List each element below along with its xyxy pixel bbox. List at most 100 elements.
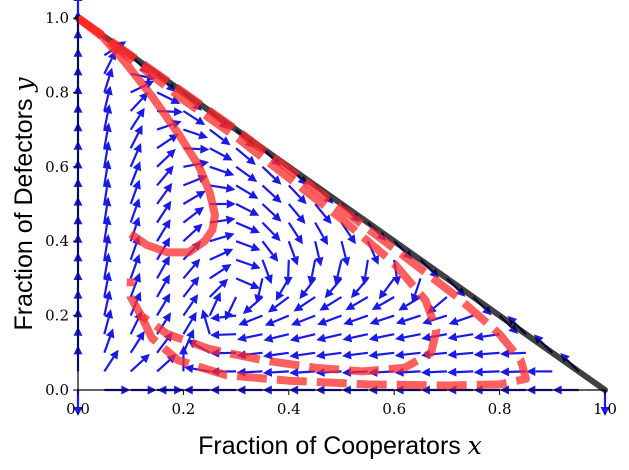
vector-arrow-shaft [235,165,251,178]
vector-arrow-shaft [156,359,171,373]
vector-arrow-shaft [261,203,276,217]
vector-arrow-shaft [129,206,138,223]
vector-arrow-head [473,367,483,377]
vector-arrow-shaft [203,317,211,335]
vector-arrow-head [200,144,210,154]
vector-arrow-head [249,225,260,234]
vector-arrow-shaft [287,240,296,258]
vector-arrow-head [314,256,324,267]
y-tick-label: 0.0 [45,381,69,399]
vector-arrow-head [162,312,172,323]
vector-arrow-shaft [377,351,395,356]
vector-arrow-head [370,254,379,265]
vector-arrow-head [262,367,273,377]
vector-arrow-head [271,231,281,242]
vector-arrow-shaft [482,370,500,374]
vector-arrow-head [526,366,536,376]
vector-arrow-head [195,116,206,126]
vector-arrow-shaft [298,333,316,340]
vector-arrow-head [242,304,253,315]
vector-arrow-shaft [482,351,500,356]
vector-arrow-shaft [129,114,141,131]
vector-arrow-shaft [298,314,316,323]
vector-arrow-shaft [209,251,226,261]
vector-arrow-shaft [208,299,218,317]
y-tick-label: 0.2 [45,307,69,325]
vector-arrow-shaft [103,58,113,75]
vector-arrow-head [161,237,171,248]
vector-arrow-shaft [156,171,169,187]
vector-arrow-shaft [182,228,197,243]
vector-arrow-shaft [456,351,474,356]
vector-arrow-head [200,309,210,320]
vector-arrow-head [263,333,274,343]
vector-arrow-head [198,130,209,140]
vector-arrow-head [161,293,171,304]
vector-arrow-head [342,333,353,343]
vector-arrow-head [133,291,142,302]
vector-arrow-shaft [209,235,227,243]
vector-arrow-head [343,316,354,326]
vector-arrow-head [136,107,145,118]
vector-arrow-head [368,350,378,360]
vector-arrow-shaft [182,110,199,122]
vector-arrow-shaft [336,259,343,277]
vector-arrow-shaft [378,296,395,307]
vector-arrow-head [163,182,173,193]
vector-arrow-shaft [182,264,196,280]
vector-arrow-shaft [300,296,316,308]
vector-arrow-head [237,333,247,343]
vector-arrow-head [161,255,170,266]
vector-arrow-head [271,175,282,185]
vector-arrow-shaft [129,262,138,279]
vector-arrow-head [315,350,326,360]
vector-arrow-shaft [235,203,252,213]
y-tick-label: 0.4 [45,232,69,250]
vector-arrow-head [533,334,544,344]
vector-arrow-head [395,332,405,342]
vector-arrow-shaft [287,222,299,238]
vector-arrow-head [324,288,334,299]
vector-arrow-head [269,252,279,262]
vector-arrow-shaft [326,296,343,307]
vector-arrow-head [360,275,370,286]
vector-arrow-head [560,353,570,363]
vector-arrow-head [410,293,420,304]
vector-arrow-head [225,183,236,193]
vector-arrow-shaft [156,137,172,150]
x-axis-label: Fraction of Cooperators x [198,431,482,460]
vector-arrow-head [102,122,112,133]
x-axis-label-text: Fraction of Cooperators [198,432,461,460]
vector-arrow-shaft [103,356,115,372]
vector-arrow-head [378,289,388,300]
vector-arrow-head [271,212,282,222]
vector-arrow-shaft [103,261,109,279]
vector-arrow-head [369,316,380,326]
y-axis-label: Fraction of Defectors y [9,77,38,331]
vector-arrow-head [473,349,483,359]
vector-arrow-head [319,235,329,246]
vector-arrow-head [293,302,304,312]
vector-arrow-shaft [129,97,144,112]
vector-arrow-head [341,256,351,267]
x-tick-label: 0.8 [488,400,512,418]
vector-arrow-head [250,242,261,252]
vector-arrow-shaft [329,277,343,293]
vector-arrow-shaft [209,165,227,174]
vector-arrow-head [392,275,402,286]
vector-arrow-head [283,276,293,286]
tick-labels: 0.0 0.2 0.4 0.6 0.8 1.0 0.0 0.2 0.4 0.6 0.8 1.0 [45,9,617,418]
vector-arrow-head [134,125,143,136]
vector-arrow-shaft [227,296,238,313]
vector-arrow-head [394,350,405,360]
vector-arrow-shaft [129,337,141,354]
vector-arrow-head [102,234,112,244]
vector-arrow-shaft [261,165,276,180]
vector-arrow-head [190,258,201,269]
vector-arrow-head [220,136,231,146]
vector-arrow-head [254,293,264,304]
vector-arrow-head [482,305,492,316]
vector-arrow-head [249,280,260,290]
vector-arrow-head [136,330,145,341]
